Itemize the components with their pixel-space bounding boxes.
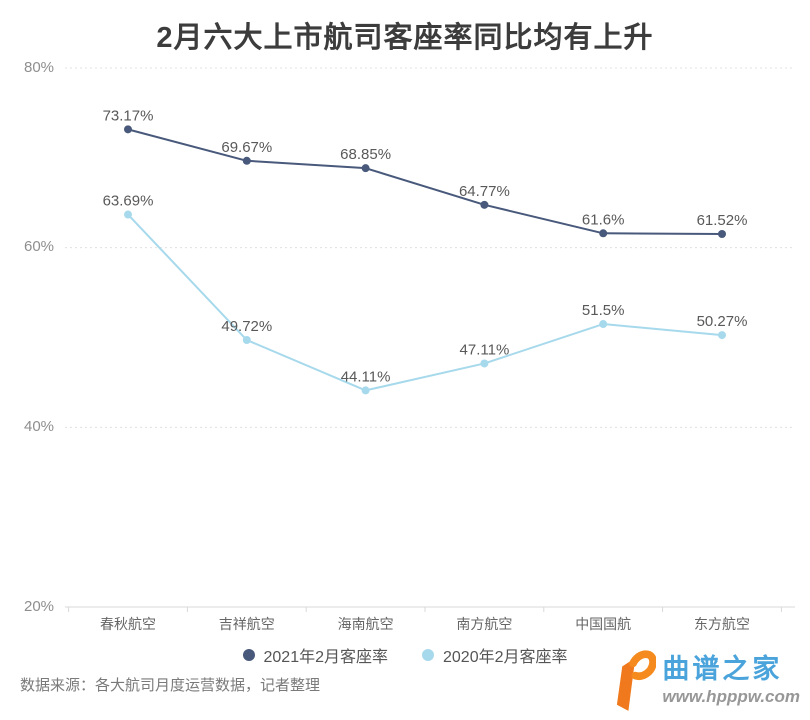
y-axis-tick-40: 40% [24, 418, 55, 435]
data-point-label: 49.72% [221, 318, 272, 335]
y-axis-tick-20: 20% [24, 598, 55, 615]
y-axis-tick-60: 60% [24, 238, 55, 255]
data-point [718, 331, 726, 340]
chart-legend: 2021年2月客座率 2020年2月客座率 [0, 643, 810, 667]
data-point [599, 320, 608, 329]
data-point-label: 61.6% [582, 211, 625, 228]
data-point [242, 156, 251, 165]
x-category-label: 东方航空 [694, 616, 750, 632]
legend-dot-2020 [422, 649, 434, 661]
series-line-1 [127, 213, 723, 392]
x-category-label: 南方航空 [456, 616, 512, 632]
data-point-label: 69.67% [221, 139, 272, 156]
data-point [361, 386, 370, 395]
data-point-label: 68.85% [340, 146, 391, 163]
legend-dot-2021 [242, 649, 255, 661]
data-point-label: 47.11% [460, 341, 510, 358]
data-point [242, 336, 251, 345]
data-point-label: 73.17% [103, 107, 154, 124]
x-category-label: 吉祥航空 [219, 616, 275, 632]
data-point [124, 210, 132, 219]
data-point-label: 64.77% [459, 183, 510, 200]
data-point [124, 125, 132, 134]
line-chart-plot: 春秋航空 吉祥航空 海南航空 南方航空 中国国航 东方航空 73.17% 69.67% 68.8… [65, 67, 795, 632]
series-line-0 [127, 128, 723, 236]
data-point-label: 61.52% [697, 212, 748, 229]
watermark-text: 曲谱之家 www.hpppw.com [662, 655, 800, 706]
chart-title: 2月六大上市航司客座率同比均有上升 [156, 22, 654, 54]
data-point-label: 44.11% [341, 368, 391, 385]
x-category-label: 海南航空 [338, 616, 394, 632]
x-category-label: 中国国航 [575, 616, 631, 632]
legend-label-2020: 2020年2月客座率 [443, 649, 568, 666]
x-category-label: 春秋航空 [100, 616, 156, 632]
data-source-note: 数据来源：各大航司月度运营数据，记者整理 [20, 677, 321, 694]
data-point [718, 230, 726, 239]
legend-item-2021: 2021年2月客座率 [242, 643, 389, 667]
data-point [361, 164, 370, 173]
data-point [599, 229, 608, 238]
watermark-site-name: 曲谱之家 [662, 654, 783, 685]
data-point-label: 63.69% [103, 193, 154, 210]
legend-label-2021: 2021年2月客座率 [263, 649, 389, 666]
y-axis-tick-80: 80% [24, 59, 55, 76]
data-point [480, 359, 489, 368]
legend-item-2020: 2020年2月客座率 [422, 643, 568, 667]
watermark-logo-icon [617, 650, 657, 711]
watermark: 曲谱之家 www.hpppw.com [610, 646, 800, 716]
data-point-label: 50.27% [697, 313, 748, 330]
watermark-site-url: www.hpppw.com [662, 687, 800, 706]
data-point [480, 200, 489, 209]
data-point-label: 51.5% [582, 302, 625, 319]
